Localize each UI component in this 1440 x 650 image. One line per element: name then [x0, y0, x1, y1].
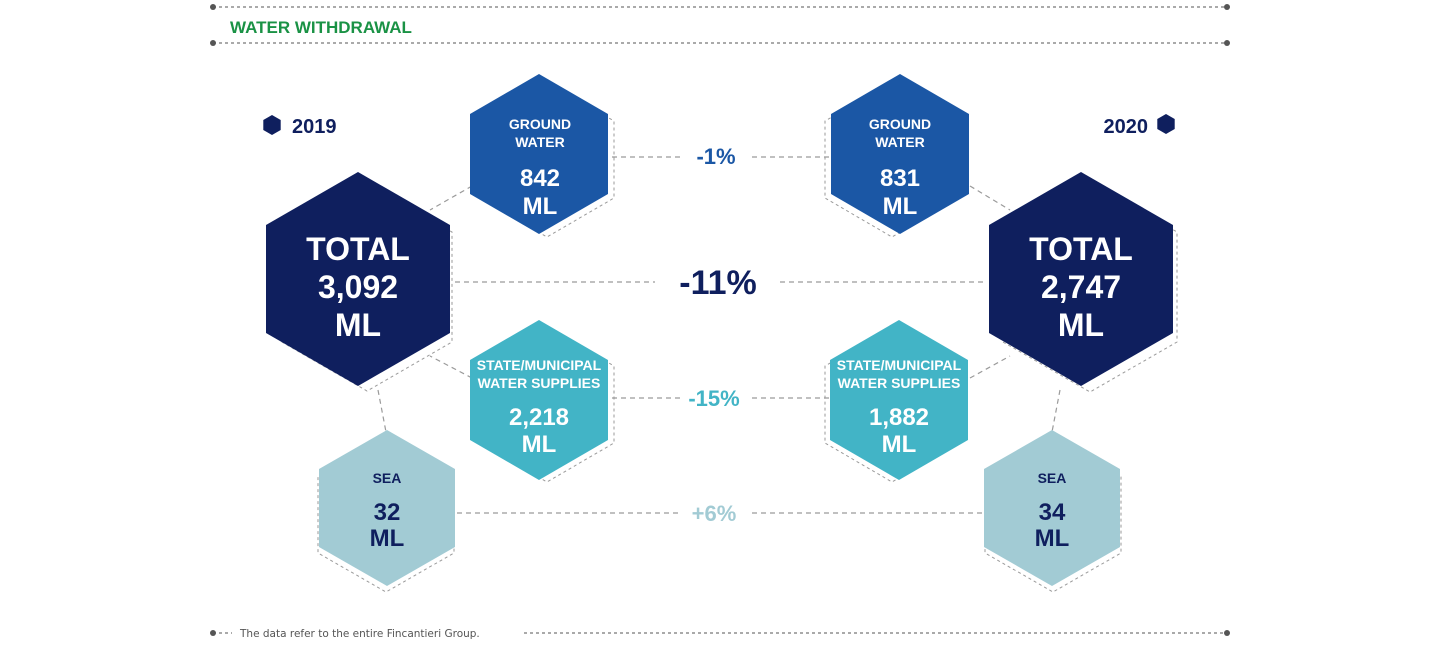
ground-value-2019: 842	[520, 165, 560, 192]
state-label-line1: STATE/MUNICIPAL	[837, 357, 962, 373]
rule-dot	[1224, 630, 1230, 636]
hex-fill	[470, 320, 608, 480]
hex-fill	[831, 74, 969, 234]
total-label-2020: TOTAL	[1029, 231, 1133, 267]
ground-unit-2019: ML	[523, 193, 558, 220]
hex-left-state: STATE/MUNICIPAL WATER SUPPLIES 2,218 ML	[470, 320, 615, 483]
state-value-2020: 1,882	[869, 404, 929, 431]
year-markers: 2019 2020	[263, 114, 1175, 138]
changes: -1% -11% -15% +6%	[679, 144, 757, 526]
ground-label-line2: WATER	[875, 134, 925, 150]
hex-fill	[470, 74, 608, 234]
header: WATER WITHDRAWAL	[210, 4, 1230, 46]
hex-right-ground: GROUND WATER 831 ML	[824, 74, 969, 238]
rule-dot	[210, 4, 216, 10]
rule-dot	[1224, 40, 1230, 46]
hex-fill	[319, 430, 455, 586]
ground-label-line1: GROUND	[869, 116, 931, 132]
hex-right-state: STATE/MUNICIPAL WATER SUPPLIES 1,882 ML	[824, 320, 968, 483]
total-label-2019: TOTAL	[306, 231, 410, 267]
hex-fill	[830, 320, 968, 480]
year-right-label: 2020	[1104, 116, 1149, 138]
sea-value-2020: 34	[1039, 499, 1066, 526]
sea-value-2019: 32	[374, 499, 401, 526]
hex-left-sea: SEA 32 ML	[317, 430, 455, 593]
hex-right-sea: SEA 34 ML	[984, 430, 1122, 593]
ground-label-line1: GROUND	[509, 116, 571, 132]
ground-label-line2: WATER	[515, 134, 565, 150]
hex-outline	[824, 81, 960, 238]
hex-outline	[984, 437, 1122, 593]
hex-outline	[281, 182, 453, 392]
hex-left-ground: GROUND WATER 842 ML	[470, 74, 615, 238]
hex-fill	[989, 172, 1173, 386]
footer: The data refer to the entire Fincantieri…	[210, 628, 1230, 640]
hex-fill	[984, 430, 1120, 586]
total-unit-2019: ML	[335, 307, 381, 343]
state-label-line2: WATER SUPPLIES	[838, 375, 961, 391]
rule-dot	[1224, 4, 1230, 10]
sea-unit-2020: ML	[1035, 525, 1070, 552]
ground-unit-2020: ML	[883, 193, 918, 220]
rule-dot	[210, 40, 216, 46]
hex-fill	[266, 172, 450, 386]
total-unit-2020: ML	[1058, 307, 1104, 343]
hex-left-total: TOTAL 3,092 ML	[266, 172, 453, 392]
state-unit-2019: ML	[522, 431, 557, 458]
change-sea: +6%	[692, 501, 737, 526]
hex-outline	[824, 326, 960, 483]
sea-label-2019: SEA	[373, 470, 402, 486]
change-ground: -1%	[696, 144, 735, 169]
page-title: WATER WITHDRAWAL	[230, 18, 412, 37]
footnote: The data refer to the entire Fincantieri…	[239, 628, 480, 640]
state-unit-2020: ML	[882, 431, 917, 458]
change-state: -15%	[688, 386, 739, 411]
year-left-label: 2019	[292, 116, 337, 138]
hexagon-icon	[1157, 114, 1175, 134]
state-label-line1: STATE/MUNICIPAL	[477, 357, 602, 373]
sea-unit-2019: ML	[370, 525, 405, 552]
change-total: -11%	[679, 264, 757, 302]
hexagon-icon	[263, 115, 281, 135]
ground-value-2020: 831	[880, 165, 920, 192]
state-value-2019: 2,218	[509, 404, 569, 431]
state-label-line2: WATER SUPPLIES	[478, 375, 601, 391]
sea-label-2020: SEA	[1038, 470, 1067, 486]
connectors	[377, 156, 1061, 514]
total-value-2019: 3,092	[318, 269, 398, 305]
total-value-2020: 2,747	[1041, 269, 1121, 305]
hex-right-total: TOTAL 2,747 ML	[989, 172, 1178, 393]
